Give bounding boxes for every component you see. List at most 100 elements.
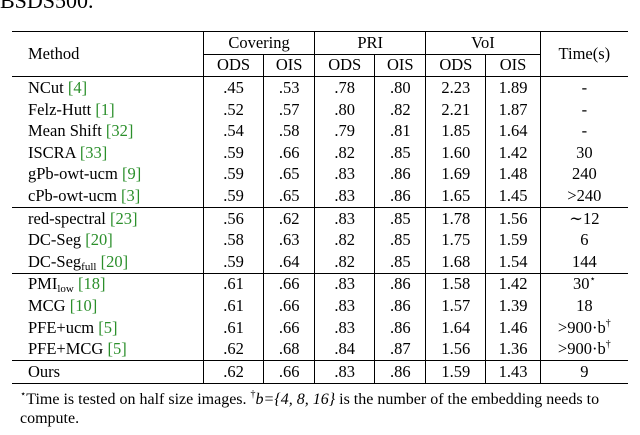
voi-ods-cell: 1.69 bbox=[425, 163, 486, 186]
voi-ois-cell: 1.46 bbox=[485, 316, 541, 339]
method-name: red-spectral bbox=[28, 208, 106, 228]
voi-ois-cell: 1.36 bbox=[485, 338, 541, 361]
method-cell: NCut [4] bbox=[12, 76, 204, 99]
footnote-dagger-mark: † bbox=[250, 389, 256, 400]
voi-ois-cell: 1.43 bbox=[485, 359, 541, 384]
covering-ods-cell: .56 bbox=[202, 206, 264, 230]
citation-link: [23] bbox=[110, 208, 138, 228]
footnote: ⋆Time is tested on half size images. †b=… bbox=[20, 390, 630, 428]
header-time: Time(s) bbox=[539, 30, 628, 77]
citation-link: [20] bbox=[100, 251, 129, 271]
voi-ods-cell: 2.23 bbox=[425, 76, 486, 99]
voi-ods-cell: 1.57 bbox=[425, 295, 486, 317]
covering-ods-cell: .61 bbox=[202, 295, 264, 317]
method-cell: PMIlow [18] bbox=[12, 272, 204, 296]
covering-ods-cell: .62 bbox=[202, 338, 264, 361]
covering-ois-cell: .62 bbox=[263, 206, 315, 230]
time-cell: - bbox=[539, 98, 628, 121]
method-name: Mean Shift bbox=[28, 121, 102, 141]
time-value: 240 bbox=[571, 164, 597, 184]
time-value: >900·b bbox=[557, 317, 606, 337]
table-row: DC-Segfull [20] .59.64.82.85 1.68 1.54 144 bbox=[12, 250, 628, 274]
pri-ois-cell: .82 bbox=[374, 98, 426, 121]
header-ois: OIS bbox=[485, 54, 541, 77]
header-pri: PRI bbox=[314, 31, 426, 55]
table-row: Felz-Hutt [1] .52.57.80.82 2.21 1.87- bbox=[12, 98, 628, 121]
time-cell: 9 bbox=[539, 359, 628, 384]
citation-link: [20] bbox=[85, 230, 113, 250]
covering-ois-cell: .65 bbox=[263, 163, 315, 186]
voi-ods-cell: 1.68 bbox=[425, 250, 486, 274]
time-value: 30 bbox=[576, 142, 593, 162]
citation-link: [10] bbox=[69, 295, 98, 315]
covering-ods-cell: .59 bbox=[202, 163, 264, 186]
pri-ois-cell: .85 bbox=[374, 229, 426, 251]
method-name: PMI bbox=[28, 274, 58, 294]
citation-link: [5] bbox=[98, 317, 118, 337]
header-ods: ODS bbox=[425, 54, 486, 77]
pri-ods-cell: .82 bbox=[314, 141, 375, 164]
pri-ods-cell: .78 bbox=[314, 76, 375, 99]
voi-ods-cell: 2.21 bbox=[425, 98, 486, 121]
pri-ois-cell: .86 bbox=[374, 272, 426, 296]
covering-ods-cell: .45 bbox=[202, 76, 264, 99]
header-method: Method bbox=[12, 30, 204, 77]
covering-ois-cell: .64 bbox=[263, 250, 315, 274]
voi-ods-cell: 1.78 bbox=[425, 206, 486, 230]
covering-ois-cell: .57 bbox=[263, 98, 315, 121]
citation-link: [9] bbox=[121, 164, 142, 184]
time-value: - bbox=[581, 77, 588, 97]
voi-ods-cell: 1.60 bbox=[425, 141, 486, 164]
method-cell: MCG [10] bbox=[12, 295, 203, 317]
time-value: 144 bbox=[571, 251, 597, 271]
time-cell: 144 bbox=[539, 250, 628, 274]
pri-ois-cell: .86 bbox=[374, 295, 426, 317]
table-row: NCut [4] .45.53.78.80 2.23 1.89- bbox=[12, 76, 628, 99]
header-voi: VoI bbox=[425, 31, 541, 55]
covering-ois-cell: .66 bbox=[263, 272, 315, 296]
method-name: cPb-owt-ucm bbox=[28, 185, 117, 205]
method-subscript: low bbox=[57, 283, 74, 296]
citation-link: [4] bbox=[67, 77, 88, 97]
voi-ods-cell: 1.65 bbox=[425, 185, 486, 208]
pri-ois-cell: .87 bbox=[374, 338, 426, 361]
footnote-text-1: Time is tested on half size images. bbox=[26, 391, 247, 408]
citation-link: [18] bbox=[77, 274, 106, 294]
time-value: 18 bbox=[576, 295, 593, 315]
voi-ois-cell: 1.42 bbox=[485, 141, 541, 164]
method-name: PFE+ucm bbox=[28, 317, 95, 337]
voi-ois-cell: 1.59 bbox=[485, 229, 541, 251]
covering-ois-cell: .66 bbox=[263, 316, 315, 339]
table-row: Mean Shift [32] .54.58.79.81 1.85 1.64- bbox=[12, 120, 628, 142]
table-body: NCut [4] .45.53.78.80 2.23 1.89- Felz-Hutt [… bbox=[12, 76, 628, 384]
method-name: DC-Seg bbox=[28, 230, 82, 250]
voi-ois-cell: 1.54 bbox=[485, 250, 541, 274]
table-row: PMIlow [18] .61.66.83.86 1.58 1.42 30⋆ bbox=[12, 272, 628, 296]
covering-ois-cell: .66 bbox=[263, 141, 315, 164]
time-cell: ∼12 bbox=[539, 206, 628, 230]
pri-ods-cell: .82 bbox=[314, 250, 375, 274]
time-cell: >900·b† bbox=[539, 338, 628, 361]
method-cell: ISCRA [33] bbox=[12, 142, 203, 164]
time-cell: 30⋆ bbox=[539, 272, 628, 296]
table-row: MCG [10] .61.66.83.86 1.57 1.39 18 bbox=[12, 295, 628, 317]
method-name: gPb-owt-ucm bbox=[28, 164, 118, 184]
covering-ois-cell: .53 bbox=[263, 76, 315, 99]
pri-ois-cell: .86 bbox=[374, 316, 426, 339]
citation-link: [5] bbox=[107, 339, 127, 359]
table-row: PFE+MCG [5] .62.68.84.87 1.56 1.36 >900·b† bbox=[12, 338, 628, 361]
method-name: Felz-Hutt bbox=[28, 99, 92, 119]
pri-ois-cell: .86 bbox=[374, 185, 426, 208]
citation-link: [33] bbox=[79, 142, 108, 162]
covering-ods-cell: .52 bbox=[202, 98, 264, 121]
covering-ois-cell: .63 bbox=[263, 229, 315, 251]
table-row: PFE+ucm [5] .61.66.83.86 1.64 1.46 >900·b† bbox=[12, 316, 628, 339]
voi-ods-cell: 1.59 bbox=[425, 359, 486, 384]
covering-ois-cell: .65 bbox=[263, 185, 315, 208]
covering-ods-cell: .59 bbox=[202, 185, 264, 208]
time-value: >240 bbox=[567, 185, 602, 205]
voi-ois-cell: 1.39 bbox=[485, 295, 541, 317]
voi-ois-cell: 1.56 bbox=[485, 206, 541, 230]
covering-ois-cell: .66 bbox=[263, 295, 315, 317]
voi-ois-cell: 1.42 bbox=[485, 272, 541, 296]
